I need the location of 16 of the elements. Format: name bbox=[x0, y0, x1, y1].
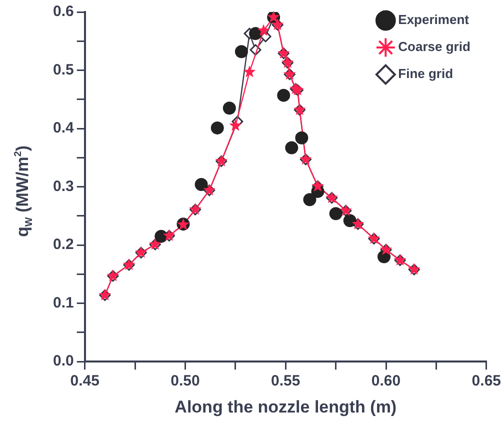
text: 0.50 bbox=[170, 372, 200, 390]
y-tick-label: 0.0 bbox=[52, 352, 74, 370]
x-axis-title: Along the nozzle length (m) bbox=[174, 397, 397, 416]
y-tick-label: 0.2 bbox=[52, 236, 74, 254]
legend-label: Coarse grid bbox=[398, 39, 470, 54]
y-tick-label: 0.4 bbox=[52, 120, 74, 137]
y-tick-label: 0.3 bbox=[52, 178, 74, 195]
legend-label: Experiment bbox=[398, 12, 470, 28]
x-tick-label: 0.65 bbox=[472, 372, 502, 390]
text: 0.60 bbox=[371, 372, 401, 390]
y-tick-label: 0.5 bbox=[52, 61, 74, 78]
legend-label: Fine grid bbox=[398, 66, 454, 82]
x-tick-label: 0.55 bbox=[271, 372, 300, 390]
y-tick-label: 0.6 bbox=[52, 3, 74, 20]
x-tick-label: 0.45 bbox=[70, 372, 100, 390]
y-tick-label: 0.1 bbox=[52, 294, 74, 312]
